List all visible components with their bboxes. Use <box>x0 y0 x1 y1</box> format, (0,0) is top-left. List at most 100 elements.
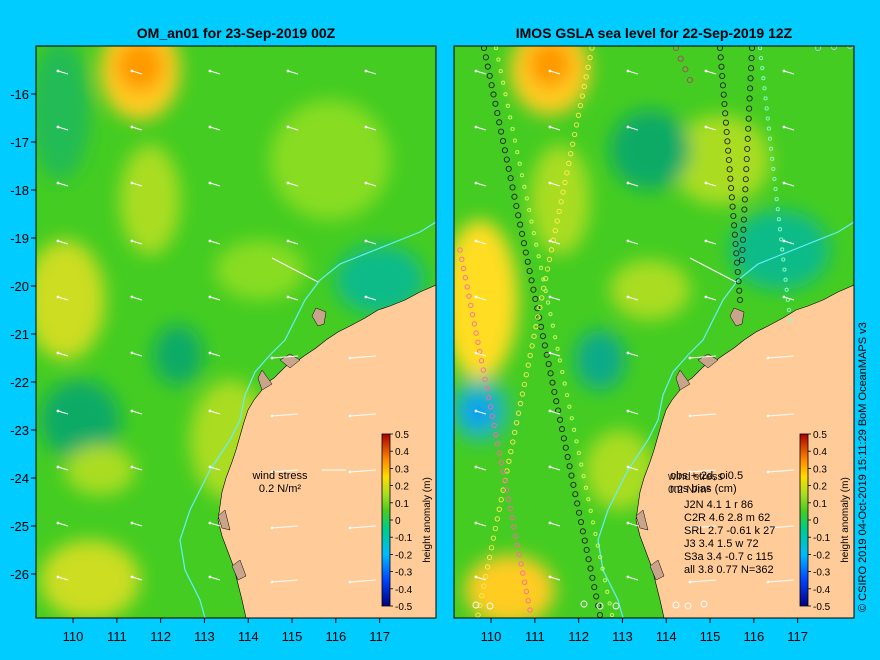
wind-vector <box>365 70 377 75</box>
wind-vector-head <box>766 414 770 418</box>
wind-stress-label: wind stress <box>251 470 308 482</box>
obs-point <box>744 135 751 142</box>
obs-point <box>466 293 472 299</box>
wind-vector <box>475 522 487 527</box>
wind-vector <box>209 576 221 581</box>
wind-vector-head <box>56 409 60 413</box>
obs-point <box>527 352 533 359</box>
obs-point <box>762 86 767 91</box>
obs-point <box>490 535 497 541</box>
obs-point <box>748 55 755 62</box>
obs-point <box>781 257 786 262</box>
obs-point <box>763 96 768 101</box>
obs-point <box>464 284 470 290</box>
obs-point <box>494 110 501 117</box>
wind-vector-head <box>208 351 212 355</box>
obs-point <box>512 429 518 436</box>
wind-vector <box>271 469 299 473</box>
x-tick-label: 117 <box>369 629 390 644</box>
colorbar-tick-label: 0.5 <box>813 430 827 441</box>
wind-vector-head <box>626 239 630 243</box>
wind-vector-head <box>364 295 368 299</box>
obs-point <box>512 533 519 539</box>
wind-vector <box>209 240 221 245</box>
obs-point <box>544 266 551 272</box>
obs-point <box>475 612 481 618</box>
wind-vector <box>475 296 487 301</box>
obs-point <box>593 593 600 600</box>
obs-point <box>722 110 729 117</box>
obs-point <box>746 105 753 112</box>
obs-point <box>498 497 504 503</box>
wind-vector-head <box>704 295 708 299</box>
colorbar-tick-label: -0.5 <box>813 602 831 613</box>
wind-vector <box>365 126 377 131</box>
wind-vector <box>627 182 639 187</box>
wind-vector <box>783 240 795 245</box>
wind-vector <box>287 240 299 245</box>
wind-vector <box>209 296 221 301</box>
obs-point <box>573 122 580 128</box>
colorbar-tick-label: 0.3 <box>395 464 409 475</box>
wind-vector <box>349 355 377 359</box>
obs-point <box>550 323 555 328</box>
obs-point <box>525 598 531 604</box>
wind-vector-head <box>270 526 274 530</box>
colorbar-left: 0.5 0.4 0.3 0.2 0.1 0 -0.1 -0.2 -0.3 -0.4 -0.5 heig… <box>381 430 433 613</box>
wind-vector-head <box>364 69 368 73</box>
obs-point <box>719 82 727 89</box>
obs-point <box>581 474 586 479</box>
obs-point <box>508 115 513 120</box>
wind-vector-head <box>56 125 60 129</box>
wind-vector <box>131 70 143 75</box>
obs-point <box>744 145 751 153</box>
obs-point <box>581 83 587 90</box>
wind-vector-head <box>286 295 290 299</box>
obs-point <box>580 600 588 608</box>
obs-point <box>511 193 518 200</box>
wind-vector <box>549 126 561 131</box>
obs-point <box>579 93 585 99</box>
obs-point <box>531 231 536 236</box>
wind-vector-head <box>766 580 770 584</box>
wind-vector <box>627 70 639 75</box>
left-map-panel: wind stress 0.2 N/m² <box>35 45 437 619</box>
wind-vector <box>549 182 561 187</box>
wind-vector-head <box>56 181 60 185</box>
obs-point <box>579 528 586 535</box>
obs-point <box>482 54 489 61</box>
obs-point <box>729 203 736 210</box>
y-tick-label: -20 <box>10 279 29 294</box>
colorbar-tick-label: -0.3 <box>813 568 831 579</box>
obs-point <box>579 462 584 467</box>
obs-point <box>503 156 510 163</box>
wind-vector-head <box>548 239 552 243</box>
wind-vector <box>131 522 143 527</box>
wind-vector <box>475 70 487 75</box>
obs-point <box>483 573 489 580</box>
obs-point <box>591 520 596 525</box>
obs-point <box>539 333 547 340</box>
wind-vector-head <box>704 239 708 243</box>
coastal-islands <box>217 307 327 581</box>
wind-vector <box>131 240 143 245</box>
wind-vector-head <box>548 521 552 525</box>
wind-vector <box>475 410 487 415</box>
wind-vector <box>689 525 717 529</box>
obs-point <box>486 554 493 560</box>
obs-point <box>505 165 512 172</box>
obs-point <box>719 72 726 80</box>
obs-point <box>560 435 567 442</box>
wind-vector <box>705 70 717 75</box>
wind-vector-head <box>56 69 60 73</box>
obs-point <box>682 66 689 73</box>
wind-vector <box>475 126 487 131</box>
right-map-frame <box>453 45 855 619</box>
obs-point <box>510 126 515 132</box>
obs-point <box>765 116 770 121</box>
wind-vector-long <box>689 257 737 283</box>
wind-vector-head <box>130 409 134 413</box>
obs-point <box>600 566 605 571</box>
wind-vector-head <box>626 69 630 73</box>
wind-vector-head <box>548 125 552 129</box>
